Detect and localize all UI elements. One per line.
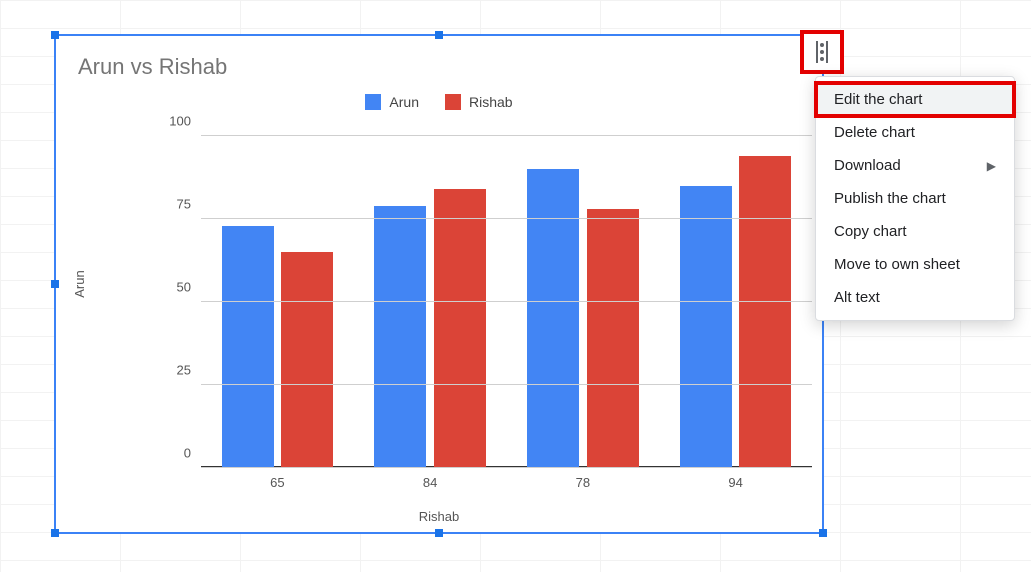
- menu-item-label: Delete chart: [834, 124, 915, 141]
- menu-item-alt-text[interactable]: Alt text: [816, 281, 1014, 314]
- gridline: [201, 384, 812, 385]
- x-tick-label: 65: [270, 475, 284, 490]
- legend-item: Arun: [365, 94, 419, 110]
- y-tick-label: 100: [141, 114, 191, 129]
- chart-plot-area: 65847894 0255075100: [141, 136, 812, 468]
- gridline: [201, 218, 812, 219]
- y-tick-label: 50: [141, 280, 191, 295]
- y-tick-label: 0: [141, 446, 191, 461]
- chart-bar: [680, 186, 732, 468]
- resize-handle[interactable]: [435, 529, 443, 537]
- chart-bar: [222, 226, 274, 468]
- menu-item-edit-the-chart[interactable]: Edit the chart: [816, 83, 1014, 116]
- menu-item-move-to-own-sheet[interactable]: Move to own sheet: [816, 248, 1014, 281]
- resize-handle[interactable]: [51, 280, 59, 288]
- y-tick-label: 75: [141, 197, 191, 212]
- menu-item-download[interactable]: Download ▶: [816, 149, 1014, 182]
- resize-handle[interactable]: [819, 529, 827, 537]
- chart-container[interactable]: Arun vs Rishab Arun Rishab Arun Rishab 6…: [54, 34, 824, 534]
- y-tick-label: 25: [141, 363, 191, 378]
- chart-bar: [434, 189, 486, 468]
- menu-item-label: Download: [834, 157, 901, 174]
- chart-title: Arun vs Rishab: [78, 54, 227, 80]
- y-axis-label: Arun: [72, 270, 87, 297]
- legend-label: Arun: [389, 94, 419, 110]
- chart-bar: [739, 156, 791, 468]
- x-tick-label: 78: [576, 475, 590, 490]
- chart-bar: [527, 169, 579, 468]
- chart-context-menu: Edit the chart Delete chart Download ▶ Publi…: [815, 76, 1015, 321]
- submenu-arrow-icon: ▶: [987, 159, 996, 173]
- menu-item-delete-chart[interactable]: Delete chart: [816, 116, 1014, 149]
- chart-legend: Arun Rishab: [56, 94, 822, 110]
- legend-label: Rishab: [469, 94, 513, 110]
- chart-bar: [374, 206, 426, 468]
- menu-item-copy-chart[interactable]: Copy chart: [816, 215, 1014, 248]
- legend-swatch: [365, 94, 381, 110]
- chart-bar: [587, 209, 639, 468]
- x-axis-label: Rishab: [56, 509, 822, 524]
- menu-item-publish-the-chart[interactable]: Publish the chart: [816, 182, 1014, 215]
- x-tick-label: 94: [728, 475, 742, 490]
- chart-menu-button[interactable]: [800, 30, 844, 74]
- menu-item-label: Copy chart: [834, 223, 907, 240]
- legend-swatch: [445, 94, 461, 110]
- chart-bars: 65847894: [201, 136, 812, 468]
- menu-item-label: Alt text: [834, 289, 880, 306]
- gridline: [201, 135, 812, 136]
- gridline: [201, 467, 812, 468]
- chart-bar: [281, 252, 333, 468]
- resize-handle[interactable]: [51, 31, 59, 39]
- legend-item: Rishab: [445, 94, 513, 110]
- resize-handle[interactable]: [435, 31, 443, 39]
- gridline: [201, 301, 812, 302]
- x-tick-label: 84: [423, 475, 437, 490]
- resize-handle[interactable]: [51, 529, 59, 537]
- menu-item-label: Edit the chart: [834, 91, 922, 108]
- menu-item-label: Move to own sheet: [834, 256, 960, 273]
- more-vert-icon: [820, 43, 824, 61]
- menu-item-label: Publish the chart: [834, 190, 946, 207]
